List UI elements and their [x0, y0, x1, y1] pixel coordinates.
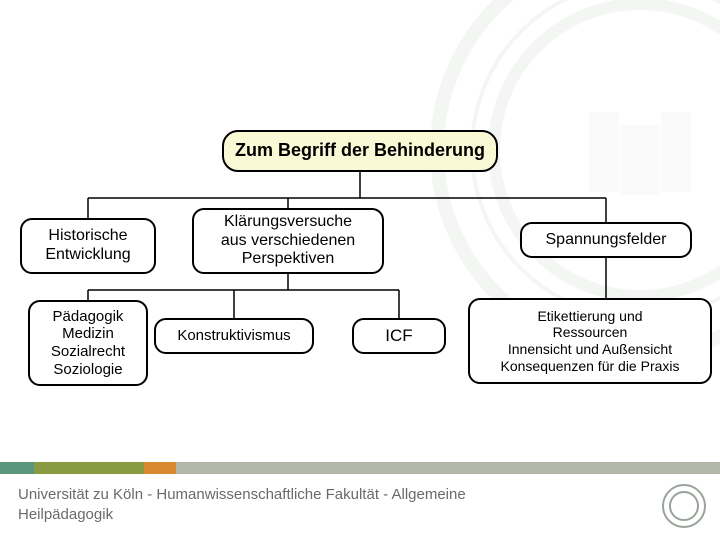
diagram-node: Historische Entwicklung [20, 218, 156, 274]
diagram-node: Zum Begriff der Behinderung [222, 130, 498, 172]
diagram-node: ICF [352, 318, 446, 354]
diagram-node: Pädagogik Medizin Sozialrecht Soziologie [28, 300, 148, 386]
footer-stripe [176, 462, 720, 474]
footer-line-2: Heilpädagogik [18, 506, 113, 525]
diagram-node: Spannungsfelder [520, 222, 692, 258]
diagram-node: Klärungsversuche aus verschiedenen Persp… [192, 208, 384, 274]
diagram-node: Konstruktivismus [154, 318, 314, 354]
slide: Zum Begriff der Behinderung Historische E… [0, 0, 720, 540]
footer-stripe [0, 462, 34, 474]
footer-line-1: Universität zu Köln - Humanwissenschaftl… [18, 486, 466, 505]
footer-stripe [34, 462, 144, 474]
footer-seal-icon [662, 484, 706, 528]
diagram-node: Etikettierung und Ressourcen Innensicht … [468, 298, 712, 384]
footer-stripe [144, 462, 176, 474]
